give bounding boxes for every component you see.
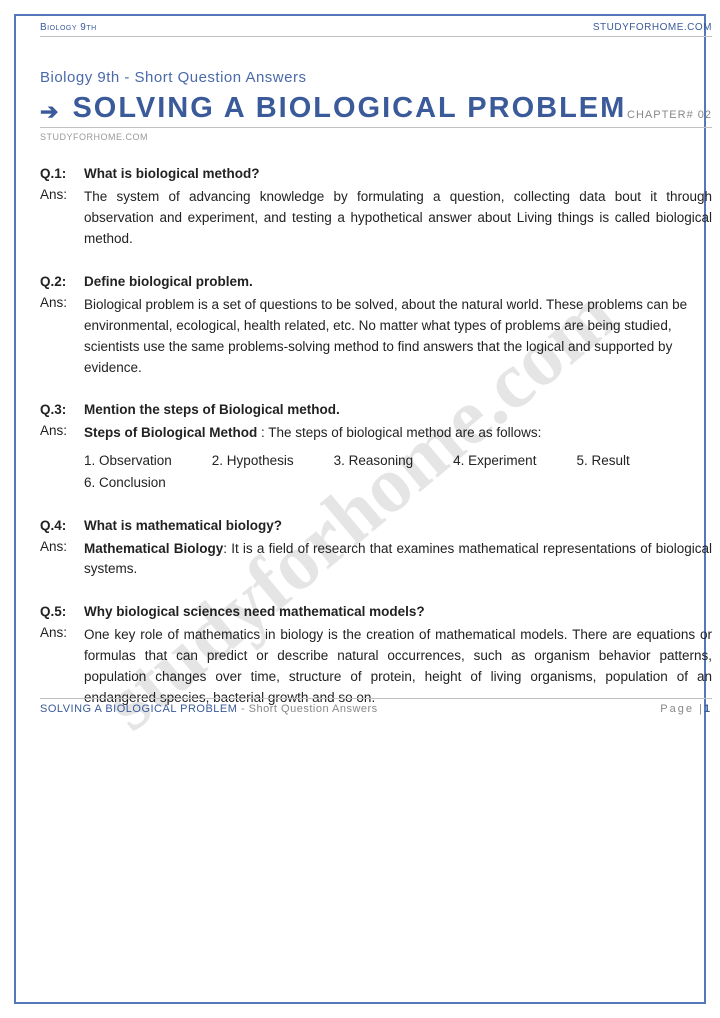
question-text: Why biological sciences need mathematica… — [84, 604, 712, 619]
page-content: Biology 9th STUDYFORHOME.COM Biology 9th… — [16, 16, 720, 723]
qa-block: Q.2: Define biological problem. Ans: Bio… — [40, 274, 712, 379]
footer: SOLVING A BIOLOGICAL PROBLEM - Short Que… — [40, 698, 712, 715]
answer-after-prefix: : The steps of biological method are as … — [257, 425, 541, 440]
footer-left: SOLVING A BIOLOGICAL PROBLEM - Short Que… — [40, 703, 378, 715]
page-label: Page | — [660, 703, 704, 715]
step-item: 1. Observation — [84, 450, 172, 472]
page-number: 1 — [704, 703, 712, 715]
qa-block: Q.1: What is biological method? Ans: The… — [40, 166, 712, 250]
question-text: What is biological method? — [84, 166, 712, 181]
answer-bold-prefix: Mathematical Biology — [84, 541, 223, 556]
chapter-label: CHAPTER# 02 — [627, 109, 712, 125]
step-item: 3. Reasoning — [334, 450, 414, 472]
main-title: SOLVING A BIOLOGICAL PROBLEM — [72, 92, 627, 125]
title-underline — [40, 127, 712, 128]
answer-label: Ans: — [40, 539, 84, 581]
answer-bold-prefix: Steps of Biological Method — [84, 425, 257, 440]
subtitle: Biology 9th - Short Question Answers — [40, 69, 712, 86]
header-left: Biology 9th — [40, 22, 97, 33]
site-small: STUDYFORHOME.COM — [40, 132, 712, 142]
answer-text: Biological problem is a set of questions… — [84, 295, 712, 379]
footer-right: Page |1 — [660, 703, 712, 715]
answer-text: One key role of mathematics in biology i… — [84, 625, 712, 709]
answer-label: Ans: — [40, 423, 84, 493]
answer-text: Steps of Biological Method : The steps o… — [84, 423, 712, 493]
answer-label: Ans: — [40, 625, 84, 709]
answer-label: Ans: — [40, 187, 84, 250]
question-number: Q.2: — [40, 274, 84, 289]
question-number: Q.5: — [40, 604, 84, 619]
answer-text: The system of advancing knowledge by for… — [84, 187, 712, 250]
footer-title: SOLVING A BIOLOGICAL PROBLEM — [40, 703, 237, 715]
top-header: Biology 9th STUDYFORHOME.COM — [40, 22, 712, 37]
question-text: Mention the steps of Biological method. — [84, 402, 712, 417]
qa-block: Q.4: What is mathematical biology? Ans: … — [40, 518, 712, 581]
answer-label: Ans: — [40, 295, 84, 379]
title-row: ➔ SOLVING A BIOLOGICAL PROBLEM CHAPTER# … — [40, 92, 712, 125]
arrow-icon: ➔ — [40, 99, 58, 125]
answer-text: Mathematical Biology: It is a field of r… — [84, 539, 712, 581]
header-right: STUDYFORHOME.COM — [593, 22, 712, 33]
step-item: 6. Conclusion — [84, 472, 166, 494]
question-number: Q.3: — [40, 402, 84, 417]
steps-list: 1. Observation 2. Hypothesis 3. Reasonin… — [84, 450, 712, 493]
step-item: 4. Experiment — [453, 450, 536, 472]
step-item: 5. Result — [576, 450, 629, 472]
qa-block: Q.5: Why biological sciences need mathem… — [40, 604, 712, 709]
footer-suffix: - Short Question Answers — [237, 703, 377, 715]
question-number: Q.4: — [40, 518, 84, 533]
qa-block: Q.3: Mention the steps of Biological met… — [40, 402, 712, 493]
step-item: 2. Hypothesis — [212, 450, 294, 472]
question-text: Define biological problem. — [84, 274, 712, 289]
question-text: What is mathematical biology? — [84, 518, 712, 533]
question-number: Q.1: — [40, 166, 84, 181]
